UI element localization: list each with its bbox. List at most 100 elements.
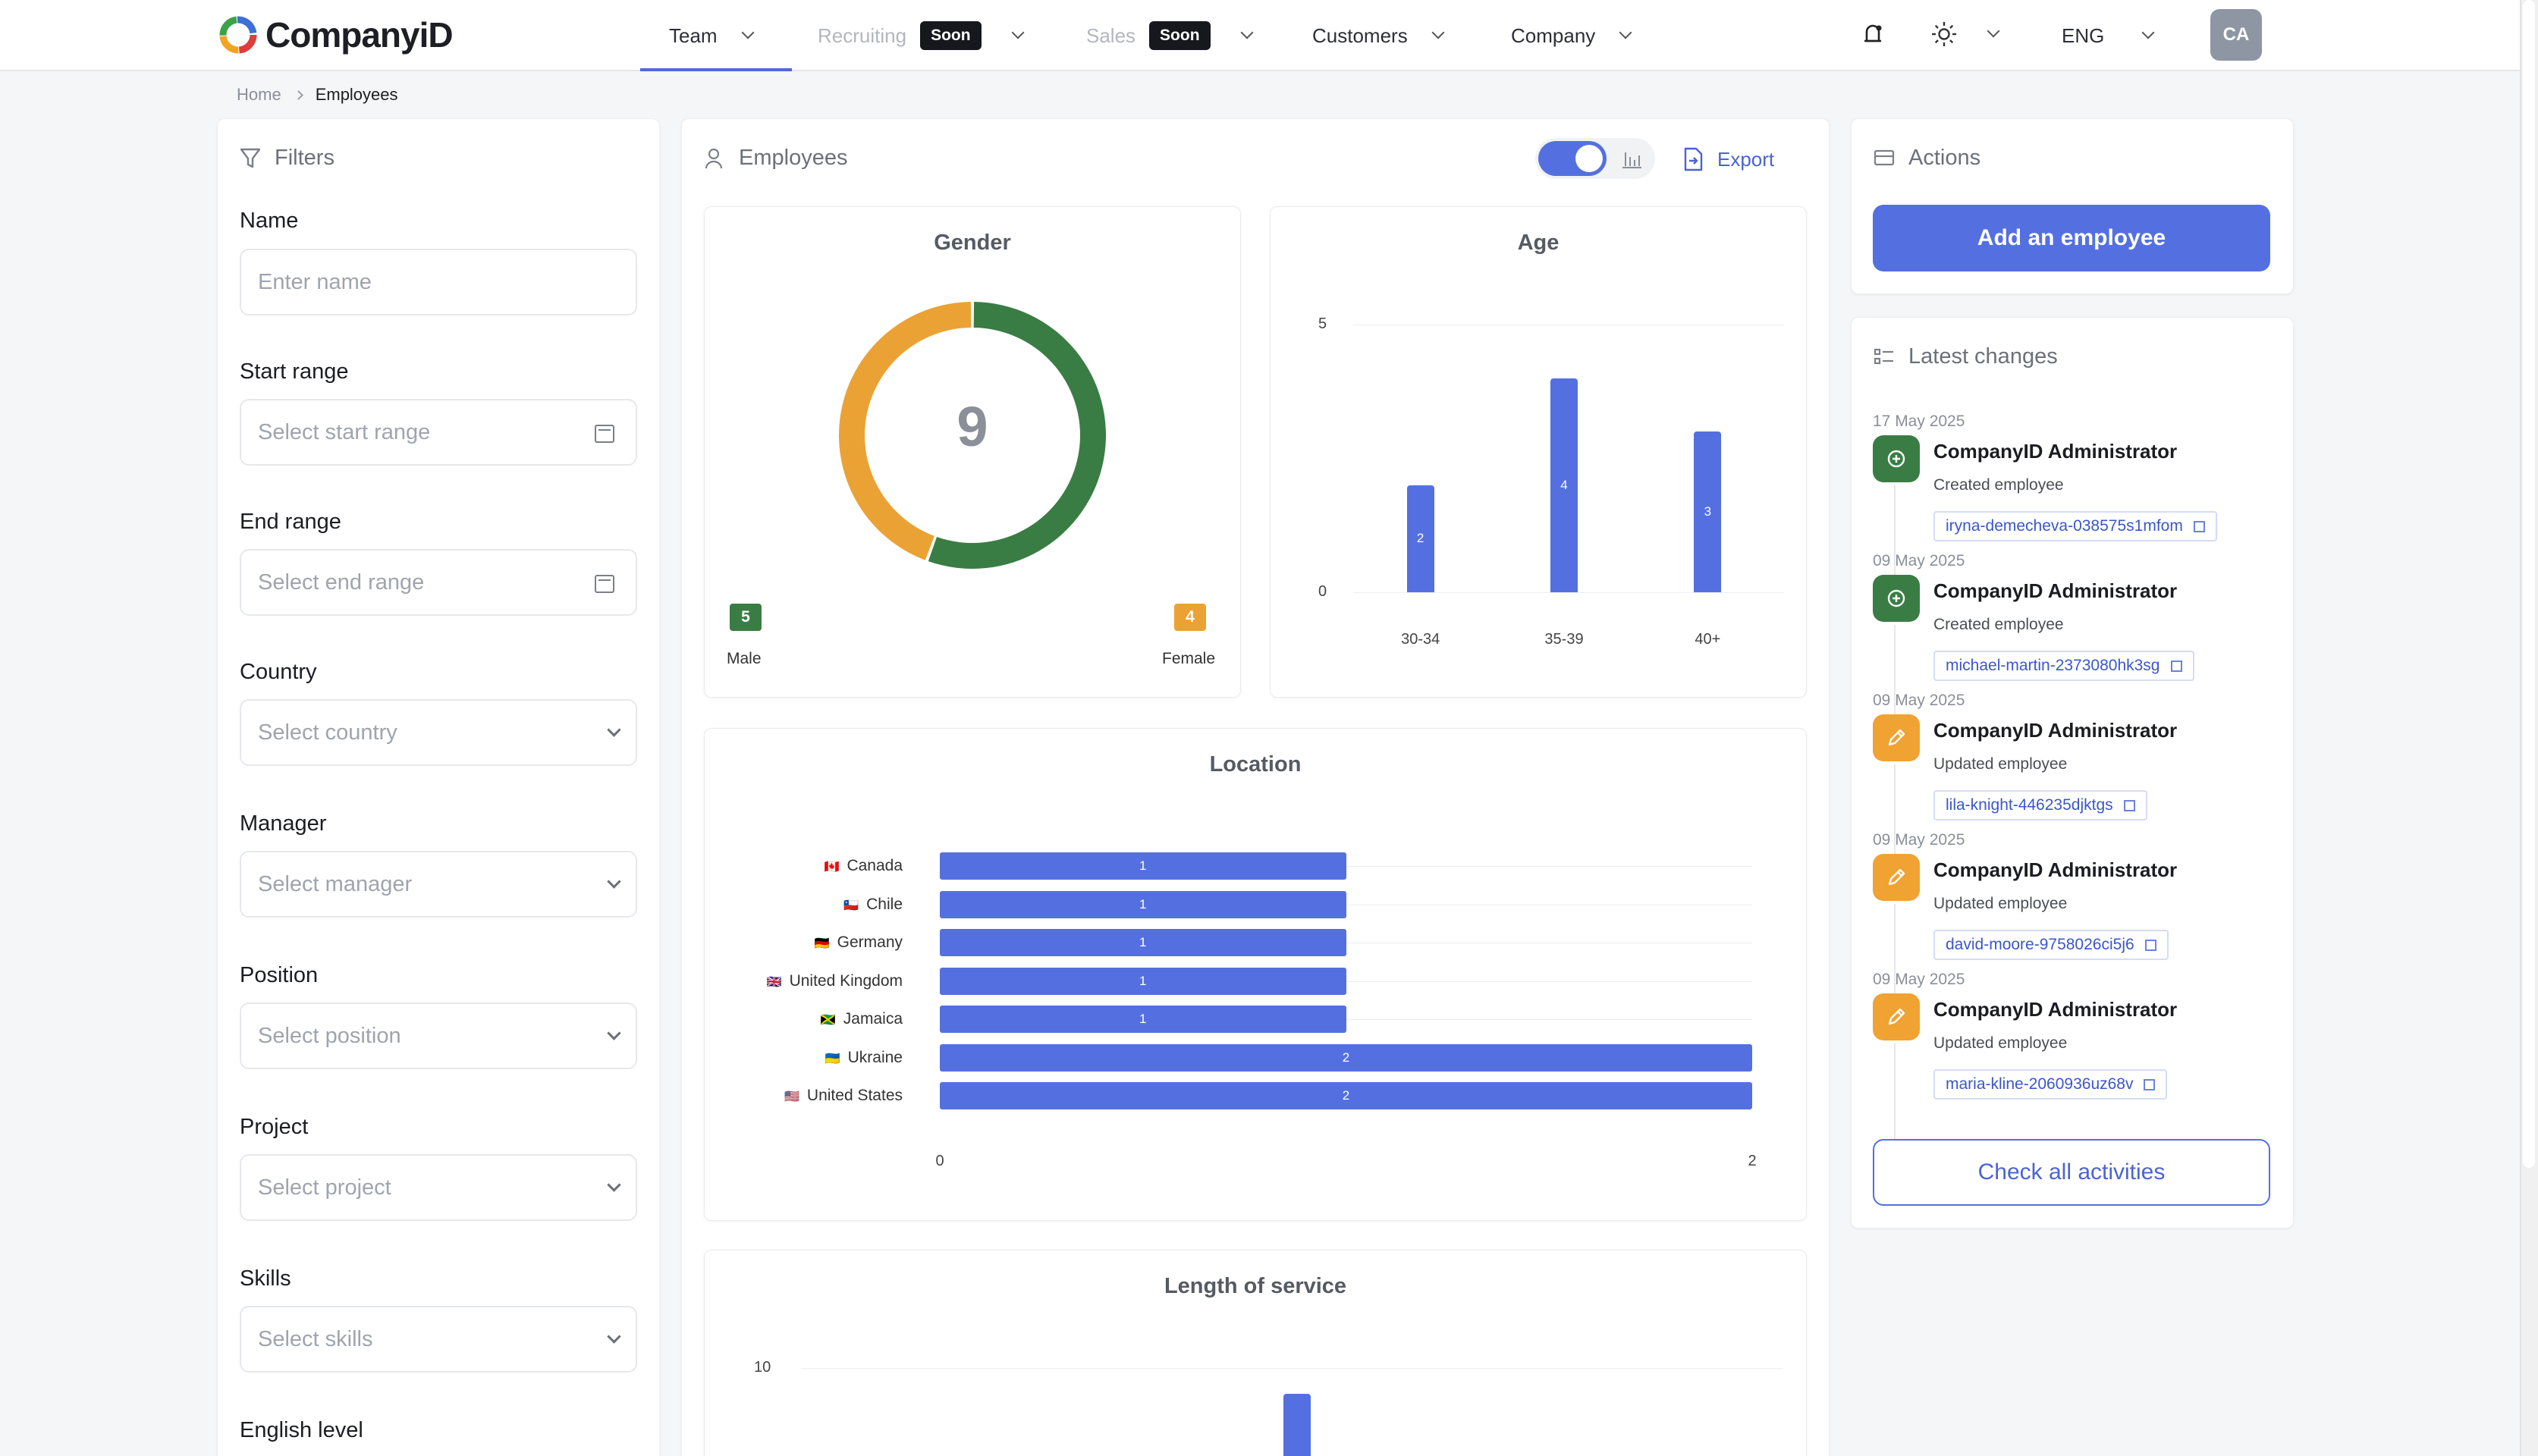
gender-slice-female[interactable] <box>838 302 972 560</box>
nav-sales[interactable]: Sales Soon <box>1086 0 1254 71</box>
age-y-tick: 0 <box>1318 583 1327 600</box>
location-country-label: 🇨🇦 Canada <box>683 857 903 875</box>
length-of-service-title: Length of service <box>1164 1274 1347 1298</box>
end-range-input[interactable]: Select end range <box>240 549 637 616</box>
location-bar[interactable] <box>940 890 1346 918</box>
theme-toggle[interactable] <box>1930 20 2000 49</box>
nav-team[interactable]: Team <box>669 0 755 71</box>
nav-customers[interactable]: Customers <box>1312 0 1445 71</box>
employees-title: Employees <box>739 146 848 170</box>
location-bar[interactable] <box>940 1006 1346 1033</box>
manager-select[interactable]: Select manager <box>240 851 637 918</box>
employee-link-text: iryna-demecheva-038575s1mfom <box>1946 517 2183 535</box>
country-flag-icon: 🇺🇸 <box>784 1090 799 1103</box>
export-file-icon <box>1684 147 1703 171</box>
change-action: Created employee <box>1933 616 2064 633</box>
latest-changes-title: Latest changes <box>1908 344 2058 369</box>
bar-chart-icon[interactable] <box>1620 148 1643 169</box>
country-select[interactable]: Select country <box>240 699 637 766</box>
location-country-label: 🇺🇦 Ukraine <box>683 1049 903 1067</box>
active-tab-indicator <box>640 68 792 71</box>
employee-link[interactable]: david-moore-9758026ci5j6 <box>1933 930 2169 960</box>
name-input[interactable]: Enter name <box>240 249 637 315</box>
country-name: Jamaica <box>843 1010 903 1028</box>
location-x-tick: 2 <box>1748 1153 1757 1169</box>
created-plus-icon <box>1873 575 1920 622</box>
country-name: United Kingdom <box>789 971 903 990</box>
chevron-down-icon <box>1619 26 1632 39</box>
language-selector[interactable]: ENG <box>2062 0 2155 71</box>
employee-link-text: lila-knight-446235djktgs <box>1946 796 2113 814</box>
chevron-down-icon <box>607 1026 621 1040</box>
skills-select[interactable]: Select skills <box>240 1306 637 1373</box>
location-bar[interactable] <box>940 929 1346 956</box>
scrollbar-thumb[interactable] <box>2523 0 2535 1168</box>
notifications-bell-icon[interactable] <box>1860 21 1886 47</box>
employee-link-text: david-moore-9758026ci5j6 <box>1946 936 2134 953</box>
filter-icon <box>240 147 261 174</box>
los-bar <box>1283 1394 1311 1456</box>
position-select[interactable]: Select position <box>240 1003 637 1069</box>
soon-badge: Soon <box>1149 21 1211 50</box>
chevron-down-icon <box>607 723 621 737</box>
external-link-icon <box>2144 1078 2156 1090</box>
location-bar[interactable] <box>940 1082 1752 1109</box>
age-bar[interactable] <box>1406 485 1434 592</box>
nav-company-label: Company <box>1511 24 1596 47</box>
end-range-label: End range <box>240 510 341 534</box>
logo-mark-icon <box>219 16 257 54</box>
project-select[interactable]: Select project <box>240 1154 637 1221</box>
location-x-tick: 0 <box>935 1153 944 1169</box>
change-date: 09 May 2025 <box>1873 692 1965 709</box>
gender-donut-chart <box>838 302 1106 569</box>
edit-pencil-icon <box>1873 854 1920 901</box>
skills-label: Skills <box>240 1266 291 1291</box>
created-plus-icon <box>1873 435 1920 482</box>
location-bar[interactable] <box>940 852 1346 880</box>
gender-slice-male[interactable] <box>928 302 1106 569</box>
calendar-icon[interactable] <box>595 425 614 443</box>
chevron-down-icon <box>1987 24 2000 38</box>
country-flag-icon: 🇨🇦 <box>824 861 840 874</box>
breadcrumb: Home Employees <box>237 85 398 105</box>
actions-icon <box>1874 149 1895 172</box>
employee-link[interactable]: michael-martin-2373080hk3sg <box>1933 651 2194 681</box>
nav-recruiting[interactable]: Recruiting Soon <box>818 0 1025 71</box>
edit-pencil-icon <box>1873 714 1920 761</box>
actions-title: Actions <box>1908 146 1981 170</box>
female-count-badge: 4 <box>1174 604 1206 631</box>
manager-label: Manager <box>240 811 327 836</box>
toggle-switch[interactable] <box>1538 141 1607 176</box>
logo[interactable]: CompanyiD <box>215 11 454 59</box>
age-y-tick: 5 <box>1318 315 1327 332</box>
external-link-icon <box>2170 660 2182 672</box>
timeline-line <box>1894 904 1896 1021</box>
employee-link[interactable]: lila-knight-446235djktgs <box>1933 790 2147 821</box>
nav-company[interactable]: Company <box>1511 0 1632 71</box>
location-bar[interactable] <box>940 967 1346 995</box>
calendar-icon[interactable] <box>595 575 614 593</box>
latest-changes-panel <box>1851 317 2294 1228</box>
change-author: CompanyID Administrator <box>1933 998 2178 1021</box>
add-employee-button[interactable]: Add an employee <box>1873 205 2270 271</box>
breadcrumb-current: Employees <box>315 85 398 104</box>
start-range-input[interactable]: Select start range <box>240 399 637 466</box>
age-bar[interactable] <box>1550 378 1578 592</box>
change-action: Updated employee <box>1933 895 2068 912</box>
logo-text: CompanyiD <box>265 15 454 55</box>
age-bar-value: 4 <box>1560 477 1568 492</box>
filters-title: Filters <box>275 146 335 170</box>
english-level-label: English level <box>240 1418 363 1442</box>
gender-total: 9 <box>956 395 988 458</box>
export-button[interactable]: Export <box>1682 144 1774 174</box>
avatar[interactable]: CA <box>2210 9 2262 61</box>
breadcrumb-home[interactable]: Home <box>237 85 281 104</box>
view-toggle[interactable] <box>1535 138 1655 179</box>
location-bar-value: 2 <box>1342 1050 1350 1065</box>
employee-link[interactable]: maria-kline-2060936uz68v <box>1933 1069 2168 1100</box>
check-all-activities-button[interactable]: Check all activities <box>1873 1139 2270 1206</box>
age-bar[interactable] <box>1694 431 1722 592</box>
project-placeholder: Select project <box>258 1175 391 1200</box>
location-bar[interactable] <box>940 1043 1752 1072</box>
employee-link[interactable]: iryna-demecheva-038575s1mfom <box>1933 511 2217 541</box>
